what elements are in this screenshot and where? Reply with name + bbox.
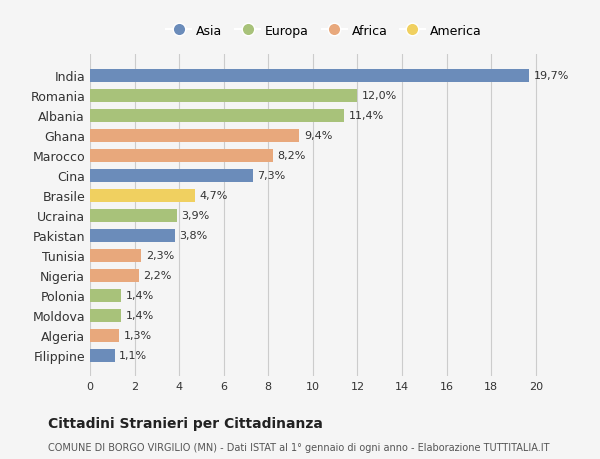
Legend: Asia, Europa, Africa, America: Asia, Europa, Africa, America xyxy=(161,20,487,43)
Text: 1,4%: 1,4% xyxy=(125,310,154,320)
Bar xyxy=(90,129,299,142)
Bar xyxy=(90,229,175,242)
Text: 11,4%: 11,4% xyxy=(349,111,384,121)
Bar xyxy=(90,169,253,182)
Bar xyxy=(90,70,529,83)
Text: 2,3%: 2,3% xyxy=(146,251,174,261)
Text: Cittadini Stranieri per Cittadinanza: Cittadini Stranieri per Cittadinanza xyxy=(48,416,323,430)
Bar xyxy=(90,289,121,302)
Text: 1,1%: 1,1% xyxy=(119,350,147,360)
Bar xyxy=(90,110,344,123)
Bar xyxy=(90,269,139,282)
Text: 7,3%: 7,3% xyxy=(257,171,286,181)
Bar xyxy=(90,150,273,162)
Text: 12,0%: 12,0% xyxy=(362,91,397,101)
Text: 2,2%: 2,2% xyxy=(143,270,172,280)
Bar xyxy=(90,349,115,362)
Bar xyxy=(90,189,195,202)
Text: COMUNE DI BORGO VIRGILIO (MN) - Dati ISTAT al 1° gennaio di ogni anno - Elaboraz: COMUNE DI BORGO VIRGILIO (MN) - Dati IST… xyxy=(48,442,550,452)
Bar xyxy=(90,209,177,222)
Bar xyxy=(90,329,119,342)
Text: 19,7%: 19,7% xyxy=(533,71,569,81)
Bar xyxy=(90,90,358,102)
Text: 3,8%: 3,8% xyxy=(179,231,208,241)
Text: 8,2%: 8,2% xyxy=(277,151,305,161)
Text: 1,3%: 1,3% xyxy=(124,330,152,340)
Text: 3,9%: 3,9% xyxy=(181,211,209,221)
Bar xyxy=(90,249,141,262)
Bar xyxy=(90,309,121,322)
Text: 4,7%: 4,7% xyxy=(199,191,227,201)
Text: 1,4%: 1,4% xyxy=(125,291,154,301)
Text: 9,4%: 9,4% xyxy=(304,131,332,141)
